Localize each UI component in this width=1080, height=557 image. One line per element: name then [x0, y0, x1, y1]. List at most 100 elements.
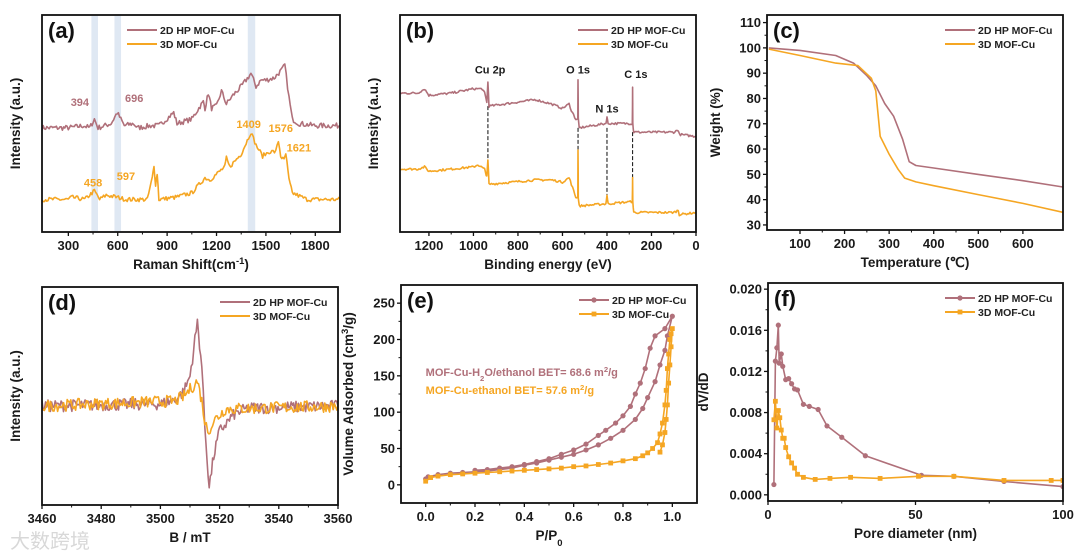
- data-point: [951, 473, 957, 479]
- text-part: Temperature (℃): [861, 255, 970, 270]
- bet-annotation: MOF-Cu-ethanol BET= 57.6 m2/g: [426, 383, 594, 398]
- data-point: [620, 458, 626, 464]
- x-tick-label: 600: [1012, 236, 1034, 251]
- data-point: [509, 468, 515, 474]
- data-point: [666, 380, 672, 386]
- data-point: [916, 473, 921, 479]
- data-point: [660, 442, 665, 448]
- x-tick-label: 50: [908, 507, 922, 522]
- data-point: [657, 362, 663, 368]
- peak-annotation: 394: [71, 97, 90, 109]
- data-point: [801, 474, 806, 480]
- data-point: [786, 376, 792, 382]
- y-tick-label: 100: [739, 40, 761, 55]
- text-part: Binding energy (eV): [484, 257, 612, 272]
- data-point: [824, 423, 830, 429]
- superscript: 2: [604, 364, 608, 373]
- y-axis-label: Intensity (a.u.): [366, 78, 381, 170]
- data-point: [534, 467, 540, 472]
- data-point: [595, 462, 601, 467]
- data-point: [521, 461, 527, 468]
- series-group: [42, 63, 340, 203]
- data-point: [771, 481, 777, 488]
- text-part: ): [244, 257, 249, 272]
- x-tick-label: 100: [1052, 507, 1074, 522]
- y-tick-label: 60: [747, 142, 761, 157]
- text-part: /g: [608, 367, 618, 379]
- x-tick-label: 1000: [459, 238, 488, 253]
- data-point: [484, 470, 490, 475]
- data-point: [447, 472, 453, 478]
- data-point: [650, 446, 655, 451]
- x-tick-label: 900: [156, 238, 178, 253]
- x-tick-label: 800: [507, 238, 529, 253]
- data-point: [558, 451, 564, 457]
- series-line-0: [773, 324, 1063, 488]
- watermark-logo: 大数跨境: [10, 530, 90, 553]
- legend-label: 2D HP MOF-Cu: [978, 25, 1052, 37]
- subscript: 2: [480, 373, 484, 382]
- chart-panel-f: 0 50 100 0.000 0.004 0.008 0.012 0.016 0.020 Pore…: [696, 282, 1074, 541]
- series-line-0: [425, 315, 674, 480]
- plot-frame: [41, 14, 341, 233]
- data-point: [620, 413, 626, 419]
- series-line-0: [42, 63, 340, 131]
- data-point: [774, 345, 780, 351]
- x-tick-label: 100: [789, 236, 811, 251]
- data-point: [558, 465, 564, 471]
- x-tick-label: 1500: [251, 238, 280, 253]
- x-tick-label: 3540: [264, 511, 293, 526]
- x-tick-label: 3480: [87, 511, 116, 526]
- data-point: [669, 313, 675, 319]
- data-point: [786, 454, 792, 460]
- text-part: O/ethanol BET= 68.6 m: [484, 367, 604, 379]
- data-point: [781, 435, 787, 441]
- series-group: [42, 318, 338, 489]
- data-point: [775, 322, 781, 328]
- peak-annotation: Cu 2p: [475, 65, 506, 77]
- y-tick-label: 40: [747, 192, 761, 207]
- data-point: [428, 475, 433, 480]
- series-line-1: [42, 379, 338, 435]
- data-point: [620, 427, 626, 433]
- panel-label: (a): [48, 18, 75, 43]
- legend-marker: [957, 309, 963, 315]
- x-tick-label: 0.6: [565, 509, 583, 524]
- data-point: [668, 344, 674, 350]
- x-tick-label: 200: [834, 236, 856, 251]
- peak-annotation: 1576: [268, 123, 292, 135]
- data-point: [827, 475, 833, 481]
- y-axis-label: Volume Adsorbed (cm3/g): [340, 312, 357, 476]
- data-point: [652, 379, 658, 385]
- x-tick-label: 0.2: [466, 509, 484, 524]
- legend-marker: [957, 295, 963, 301]
- x-tick-label: 3460: [28, 511, 57, 526]
- peak-annotation: N 1s: [595, 104, 618, 116]
- data-point: [663, 417, 669, 422]
- data-point: [812, 477, 818, 482]
- data-point: [1048, 478, 1054, 483]
- data-point: [792, 465, 797, 471]
- y-axis-label: Weight (%): [708, 88, 723, 158]
- text-part: /g): [341, 312, 356, 329]
- data-point: [608, 435, 614, 441]
- data-point: [613, 420, 619, 426]
- data-point: [777, 415, 783, 421]
- data-point: [666, 351, 672, 357]
- data-point: [435, 473, 441, 479]
- chart-panel-d: 3460 3480 3500 3520 3540 3560 B / mT Intensity …: [8, 286, 352, 545]
- peak-annotation: 597: [117, 171, 135, 183]
- x-tick-label: 600: [552, 238, 574, 253]
- y-tick-label: 0.004: [729, 446, 762, 461]
- text-part: Volume Adsorbed (cm: [341, 334, 356, 476]
- data-point: [794, 387, 801, 393]
- data-point: [665, 402, 670, 408]
- x-axis-label: Raman Shift(cm-1): [133, 256, 249, 273]
- data-point: [662, 402, 668, 408]
- data-point: [862, 453, 868, 459]
- peak-annotation: 1409: [236, 119, 260, 131]
- legend-label: 2D HP MOF-Cu: [160, 25, 234, 37]
- data-point: [1060, 478, 1063, 483]
- plot-frame: [766, 14, 1064, 231]
